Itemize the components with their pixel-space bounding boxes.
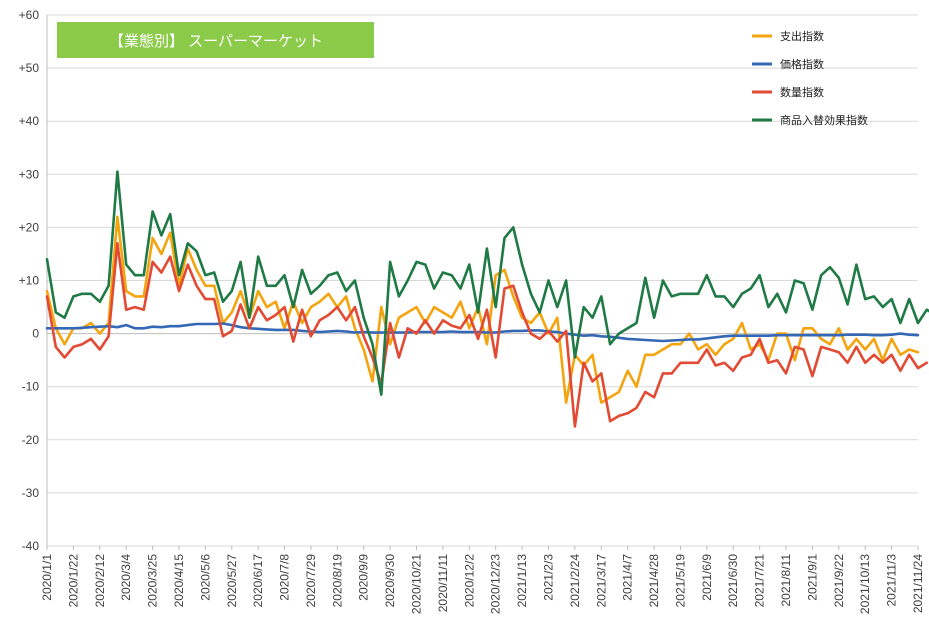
x-tick-label: 2021/5/19: [673, 554, 687, 608]
x-tick-label: 2021/9/22: [832, 554, 846, 608]
chart-title-box: 【業態別】 スーパーマーケット: [57, 22, 374, 58]
x-axis: 2020/1/1 2020/1/22 2020/2/12 2020/3/4 2020/3…: [40, 546, 925, 614]
x-tick-label: 2021/11/24: [911, 554, 925, 613]
x-tick-label: 2021/9/1: [805, 554, 819, 601]
x-tick-label: 2020/1/22: [66, 554, 80, 608]
y-tick-label: +50: [19, 61, 40, 75]
series-lines: [45, 170, 929, 428]
series-line-2: [45, 322, 920, 343]
x-tick-label: 2021/11/3: [885, 554, 899, 607]
x-tick-label: 2020/3/4: [119, 554, 133, 601]
chart-title: 【業態別】 スーパーマーケット: [109, 33, 323, 50]
x-tick-label: 2020/10/21: [410, 554, 424, 614]
legend-label: 価格指数: [780, 57, 824, 71]
x-tick-label: 2020/12/2: [462, 554, 476, 608]
y-tick-label: -30: [22, 486, 40, 500]
x-tick-label: 2021/1/13: [515, 554, 529, 608]
x-tick-label: 2020/9/9: [357, 554, 371, 601]
x-tick-label: 2020/7/8: [278, 554, 292, 601]
x-tick-label: 2021/6/30: [726, 554, 740, 608]
y-tick-label: -10: [22, 380, 40, 394]
x-tick-label: 2020/4/15: [172, 554, 186, 608]
title-background: [57, 22, 374, 58]
legend-label: 数量指数: [780, 85, 824, 99]
y-tick-label: -40: [22, 539, 40, 553]
x-tick-label: 2021/2/3: [541, 554, 555, 601]
y-tick-label: +30: [19, 167, 40, 181]
x-tick-label: 2020/1/1: [40, 554, 54, 601]
x-tick-label: 2021/4/7: [621, 554, 635, 601]
y-tick-label: 0: [32, 327, 39, 341]
series-line-3: [45, 242, 929, 428]
y-axis: +60 +50 +40 +30 +20 +10 0 -10 -20 -30 -40: [19, 8, 48, 553]
x-tick-label: 2020/11/11: [436, 554, 450, 613]
x-tick-label: 2020/5/6: [198, 554, 212, 601]
x-tick-label: 2020/6/17: [251, 554, 265, 608]
x-tick-label: 2021/7/21: [753, 554, 767, 608]
x-tick-label: 2020/7/29: [304, 554, 318, 608]
x-tick-label: 2020/2/12: [93, 554, 107, 608]
y-tick-label: +20: [19, 220, 40, 234]
y-tick-label: +60: [19, 8, 40, 22]
x-tick-label: 2020/12/23: [489, 554, 503, 614]
x-tick-label: 2021/4/28: [647, 554, 661, 608]
x-tick-label: 2021/6/9: [700, 554, 714, 601]
y-tick-label: -20: [22, 433, 40, 447]
x-tick-label: 2020/9/30: [383, 554, 397, 608]
y-tick-label: +10: [19, 274, 40, 288]
series-line-4: [45, 170, 929, 397]
x-tick-label: 2021/3/17: [594, 554, 608, 608]
y-tick-label: +40: [19, 114, 40, 128]
x-tick-label: 2021/2/24: [568, 554, 582, 608]
x-tick-label: 2021/8/11: [779, 554, 793, 607]
legend-label: 商品入替効果指数: [780, 113, 868, 127]
x-tick-label: 2021/10/13: [858, 554, 872, 614]
x-tick-label: 2020/5/27: [225, 554, 239, 608]
x-tick-label: 2020/3/25: [146, 554, 160, 608]
x-tick-label: 2020/8/19: [330, 554, 344, 608]
legend-label: 支出指数: [780, 29, 824, 43]
